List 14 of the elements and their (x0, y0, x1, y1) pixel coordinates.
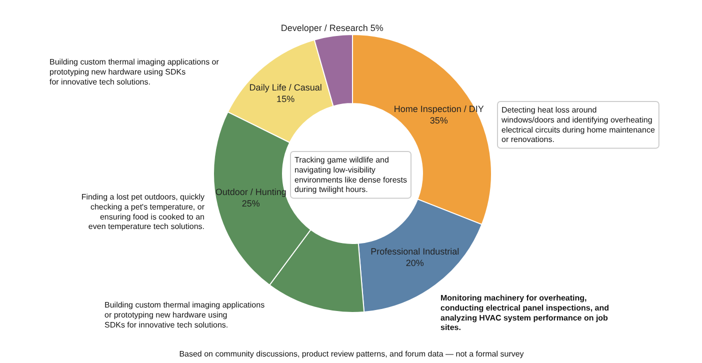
text: Building custom thermal imaging applications or prototyping new hardware using SDKs for innovative tech solutions. (104, 300, 265, 330)
slice-label: Developer / Research 5% (280, 22, 384, 33)
data-label: 35% (430, 115, 448, 126)
text: Monitoring machinery for overheating, conducting electrical panel inspections, and analyzing HVAC system performance on job sites. (440, 294, 610, 332)
data-label: 15% (276, 94, 295, 104)
text: Finding a lost pet outdoors, quickly checking a pet's temperature, or ensuring food is cooked to an even temperature tech solutions. (81, 192, 205, 232)
data-label: 25% (242, 198, 260, 209)
slice-label: Professional Industrial (370, 246, 460, 257)
slice-label: Daily Life / Casual (249, 82, 322, 92)
text: Tracking game wildlife and navigating low-visibility environments like dense forests during twilight hours. (294, 156, 407, 194)
text: Building custom thermal imaging applications or prototyping new hardware using SDKs for innovative tech solutions. (50, 58, 220, 86)
text: Based on community discussions, product review patterns, and forum data — not a formal survey (179, 350, 524, 358)
text: Detecting heat loss around windows/doors and identifying overheating electrical circuits during home maintenance or renovations. (500, 106, 656, 144)
data-label: 20% (406, 258, 424, 268)
